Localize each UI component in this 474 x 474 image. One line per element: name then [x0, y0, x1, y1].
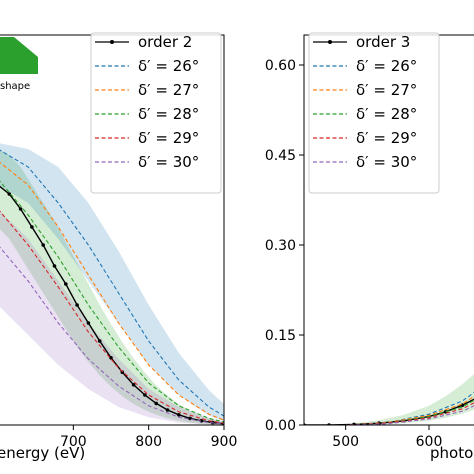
legend-label-28: δ′ = 28° [356, 105, 417, 123]
x-tick-label: 700 [60, 434, 87, 450]
left-series-lines [0, 149, 224, 425]
right-uncertainty-bands [304, 374, 474, 425]
legend-label-29: δ′ = 29° [138, 129, 199, 147]
series-line-30 [0, 246, 224, 425]
right-legend: order 3 δ′ = 26° δ′ = 27° δ′ = 28° δ′ = 29° δ… [308, 32, 440, 194]
x-tick-label: 900 [211, 434, 238, 450]
band-order-3 [304, 374, 474, 425]
legend-label-order-3: order 3 [356, 33, 410, 51]
right-panel: 500 600 0.00 0.15 0.30 0.45 0.60 order 3 δ′ = … [265, 32, 474, 462]
right-y-ticks: 0.00 0.15 0.30 0.45 0.60 [265, 58, 304, 434]
data-point [143, 393, 147, 397]
data-point [75, 303, 79, 307]
series-line-26 [304, 391, 474, 425]
series-line-28 [304, 399, 474, 425]
series-line-28 [0, 180, 224, 423]
legend-label-27: δ′ = 27° [138, 81, 199, 99]
series-line-27 [304, 395, 474, 425]
series-line-29 [304, 402, 474, 425]
inset-shape-glyph [0, 37, 38, 74]
data-point [64, 282, 68, 286]
y-tick-label: 0.30 [265, 238, 296, 254]
x-tick-label: 600 [416, 434, 443, 450]
left-legend-box [90, 32, 222, 194]
legend-label-29: δ′ = 29° [356, 129, 417, 147]
legend-label-order-2: order 2 [138, 33, 192, 51]
data-point [199, 419, 204, 423]
data-point [30, 225, 34, 229]
right-x-ticks: 500 600 [332, 425, 442, 450]
series-line-29 [0, 210, 224, 424]
data-point [131, 383, 136, 387]
x-tick-label: 500 [332, 434, 359, 450]
left-x-ticks: 700 800 900 [60, 425, 237, 450]
left-panel: 700 800 900 shape order 2 δ′ = 26° δ′ = 27° δ… [0, 32, 237, 462]
data-point [165, 408, 170, 412]
left-legend: order 2 δ′ = 26° δ′ = 27° δ′ = 28° δ′ = 29° δ… [90, 32, 222, 194]
inset-label: shape [0, 81, 30, 92]
legend-label-27: δ′ = 27° [356, 81, 417, 99]
series-line-26 [0, 149, 224, 417]
data-point [97, 339, 102, 343]
data-point [41, 243, 45, 247]
band-30 [0, 210, 224, 425]
data-point [18, 207, 23, 211]
left-x-axis-title: energy (eV) [0, 444, 85, 462]
band-order-2 [0, 150, 224, 425]
legend-label-26: δ′ = 26° [138, 57, 199, 75]
y-tick-label: 0.00 [265, 418, 296, 434]
data-point [86, 321, 91, 325]
legend-label-26: δ′ = 26° [356, 57, 417, 75]
legend-label-30: δ′ = 30° [138, 153, 199, 171]
right-x-axis-title: photo [430, 444, 473, 462]
inset-shape: shape [0, 37, 38, 92]
y-tick-label: 0.60 [265, 58, 296, 74]
data-point [52, 264, 57, 268]
y-tick-label: 0.45 [265, 148, 296, 164]
series-line-27 [0, 161, 224, 421]
data-point [154, 401, 158, 406]
data-point [109, 356, 113, 360]
series-line-30 [304, 405, 474, 425]
data-point [177, 413, 181, 417]
x-tick-label: 800 [135, 434, 162, 450]
y-tick-label: 0.15 [265, 328, 296, 344]
legend-marker [328, 40, 332, 44]
legend-label-30: δ′ = 30° [356, 153, 417, 171]
data-point [7, 192, 12, 196]
right-legend-box [308, 32, 440, 194]
legend-marker [110, 40, 114, 44]
legend-label-28: δ′ = 28° [138, 105, 199, 123]
